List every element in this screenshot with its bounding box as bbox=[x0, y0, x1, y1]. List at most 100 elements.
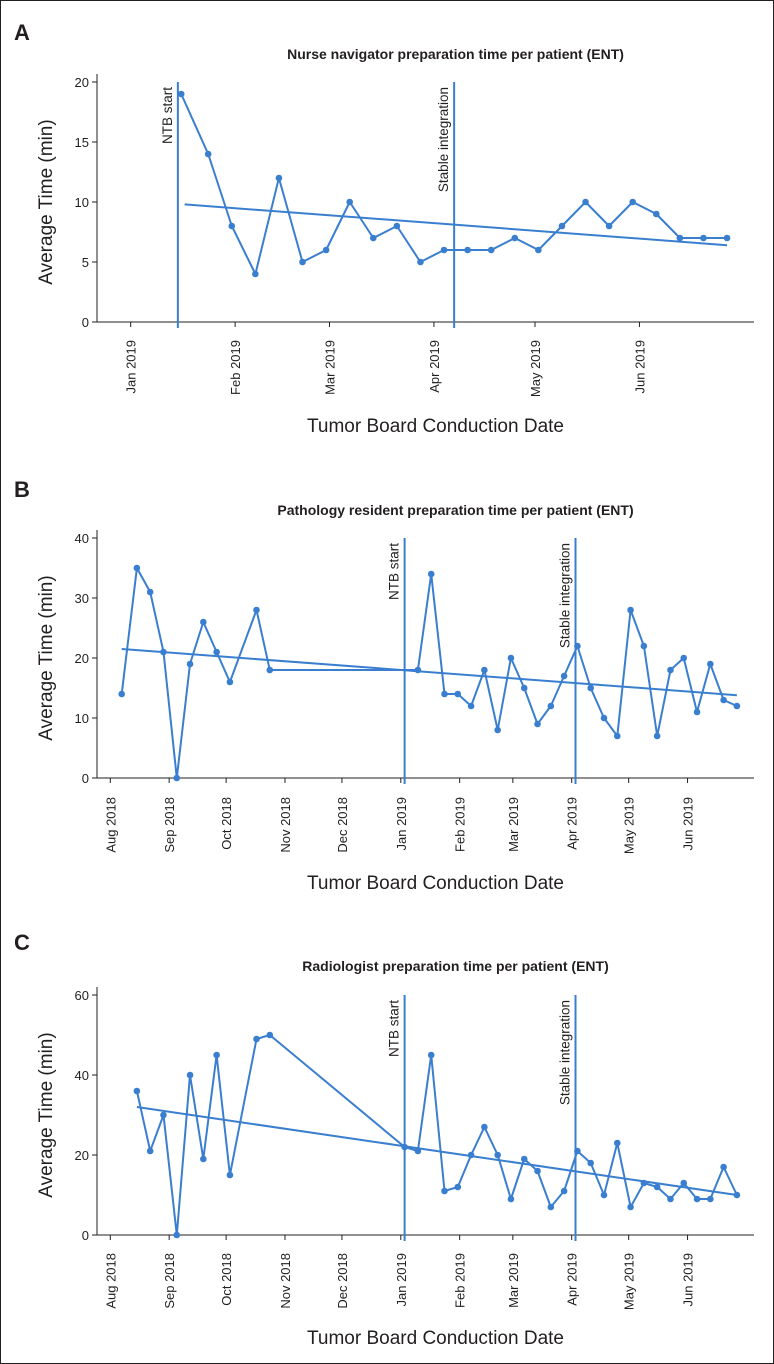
y-axis-label: Average Time (min) bbox=[36, 119, 57, 284]
data-point bbox=[587, 684, 594, 692]
data-point bbox=[160, 1111, 167, 1119]
x-tick-label: Jun 2019 bbox=[681, 797, 696, 851]
x-tick-label: Jun 2019 bbox=[681, 1253, 696, 1307]
data-point bbox=[653, 1183, 661, 1191]
x-tick-label: Jun 2019 bbox=[632, 340, 647, 394]
y-tick-label: 15 bbox=[75, 135, 89, 150]
series-line bbox=[120, 567, 738, 779]
data-point bbox=[652, 210, 660, 218]
data-point bbox=[558, 222, 566, 230]
data-point bbox=[266, 666, 274, 674]
data-point bbox=[613, 732, 621, 740]
data-point bbox=[226, 1171, 234, 1179]
data-point bbox=[733, 1191, 741, 1199]
series-line bbox=[180, 93, 727, 275]
x-tick-label: Sep 2018 bbox=[162, 797, 177, 853]
data-point bbox=[627, 606, 634, 614]
data-point bbox=[427, 1051, 435, 1059]
x-tick-label: Oct 2018 bbox=[219, 797, 234, 850]
data-point bbox=[547, 1203, 555, 1211]
data-point bbox=[680, 654, 688, 662]
x-tick-label: Dec 2018 bbox=[335, 1253, 350, 1309]
data-point bbox=[200, 1155, 207, 1163]
data-point bbox=[275, 174, 283, 182]
y-tick-label: 20 bbox=[75, 651, 89, 666]
data-point bbox=[693, 708, 701, 716]
x-tick-label: Mar 2019 bbox=[506, 797, 521, 852]
x-axis-label: Tumor Board Conduction Date bbox=[307, 1328, 564, 1349]
x-axis-label: Tumor Board Conduction Date bbox=[307, 416, 564, 437]
data-point bbox=[133, 1087, 141, 1095]
y-tick-label: 0 bbox=[82, 315, 89, 330]
data-point bbox=[587, 1159, 594, 1167]
series-line bbox=[135, 1034, 738, 1236]
data-point bbox=[213, 648, 220, 656]
data-point bbox=[534, 720, 541, 728]
data-point bbox=[600, 1191, 608, 1199]
data-point bbox=[253, 606, 260, 614]
data-point bbox=[266, 1031, 274, 1039]
data-point bbox=[393, 222, 401, 230]
data-point bbox=[213, 1051, 220, 1059]
data-point bbox=[680, 1179, 688, 1187]
data-point bbox=[467, 702, 475, 710]
x-tick-label: Feb 2019 bbox=[453, 797, 468, 852]
data-point bbox=[441, 690, 448, 698]
y-tick-label: 0 bbox=[82, 1228, 89, 1243]
trend-line bbox=[121, 648, 737, 697]
data-point bbox=[511, 234, 519, 242]
data-point bbox=[720, 696, 727, 704]
data-point bbox=[173, 774, 181, 782]
data-point bbox=[481, 666, 488, 674]
y-tick-label: 40 bbox=[75, 1068, 89, 1083]
y-tick-label: 0 bbox=[82, 771, 89, 786]
data-point bbox=[700, 234, 707, 242]
data-point bbox=[467, 1151, 475, 1159]
y-tick-label: 40 bbox=[75, 531, 89, 546]
data-point bbox=[627, 1203, 634, 1211]
data-point bbox=[676, 234, 684, 242]
data-point bbox=[600, 714, 608, 722]
data-point bbox=[346, 198, 353, 206]
marker-label: Stable integration bbox=[558, 543, 573, 648]
data-point bbox=[707, 1195, 714, 1203]
y-axis-label: Average Time (min) bbox=[36, 575, 57, 740]
y-tick-label: 20 bbox=[75, 1148, 89, 1163]
x-tick-label: Mar 2019 bbox=[506, 1253, 521, 1308]
data-point bbox=[574, 642, 581, 650]
data-point bbox=[252, 270, 259, 278]
x-tick-label: Jan 2019 bbox=[394, 797, 409, 851]
data-point bbox=[640, 642, 648, 650]
data-point bbox=[520, 1155, 528, 1163]
data-point bbox=[200, 618, 207, 626]
x-tick-label: Aug 2018 bbox=[103, 797, 118, 853]
data-point bbox=[226, 678, 234, 686]
data-point bbox=[253, 1035, 260, 1043]
data-point bbox=[186, 1071, 194, 1079]
marker-label: Stable integration bbox=[436, 87, 451, 192]
x-tick-label: May 2019 bbox=[528, 340, 543, 397]
data-point bbox=[605, 222, 613, 230]
x-tick-label: Jan 2019 bbox=[124, 340, 139, 394]
data-point bbox=[414, 666, 422, 674]
y-tick-label: 20 bbox=[75, 75, 89, 90]
y-tick-label: 60 bbox=[75, 988, 89, 1003]
data-point bbox=[173, 1231, 181, 1239]
data-point bbox=[186, 660, 194, 668]
data-point bbox=[613, 1139, 621, 1147]
x-tick-label: Nov 2018 bbox=[278, 797, 293, 853]
data-point bbox=[507, 654, 515, 662]
y-tick-label: 5 bbox=[82, 255, 89, 270]
marker-label: NTB start bbox=[387, 1000, 402, 1057]
y-tick-label: 30 bbox=[75, 591, 89, 606]
marker-label: Stable integration bbox=[558, 1000, 573, 1105]
x-tick-label: Apr 2019 bbox=[565, 1253, 580, 1306]
data-point bbox=[487, 246, 495, 254]
x-tick-label: May 2019 bbox=[622, 1253, 637, 1310]
chart-panel-a: A Nurse navigator preparation time per pa… bbox=[14, 20, 754, 437]
marker-label: NTB start bbox=[160, 87, 175, 144]
data-point bbox=[494, 1151, 501, 1159]
data-point bbox=[454, 1183, 462, 1191]
data-point bbox=[707, 660, 714, 668]
x-tick-label: Aug 2018 bbox=[103, 1253, 118, 1309]
